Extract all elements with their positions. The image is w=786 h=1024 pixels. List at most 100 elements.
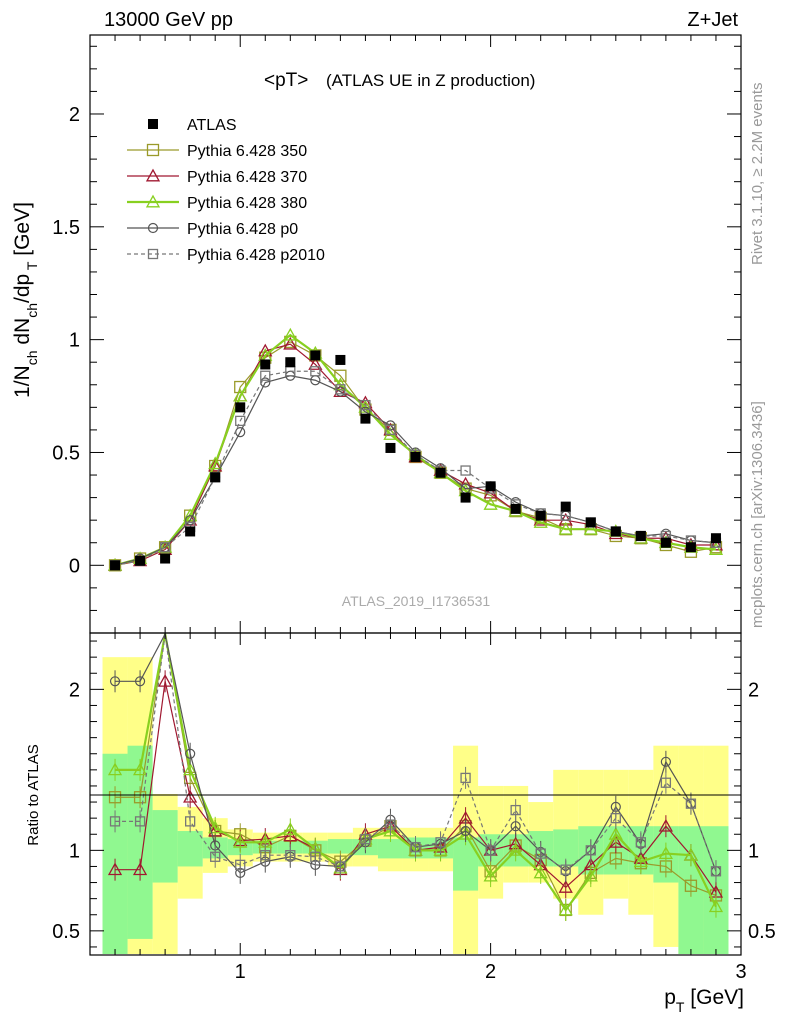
legend-entry-ATLAS: ATLAS (148, 117, 237, 134)
ratio-point-p2010 (260, 850, 271, 861)
series-p2010 (109, 366, 722, 571)
main-y-tick-label: 1.5 (52, 217, 80, 239)
point-ATLAS (285, 357, 296, 368)
ratio-point-p350 (684, 879, 698, 892)
side-text-bottom: mcplots.cern.ch [arXiv:1306.3436] (749, 401, 766, 628)
point-ATLAS (260, 359, 271, 370)
main-series (107, 327, 724, 572)
legend-marker-ATLAS (148, 119, 158, 129)
ratio-point-p2010 (210, 851, 221, 862)
ratio-y-tick-label-right: 0.5 (748, 921, 776, 943)
ratio-point-p380 (132, 762, 148, 776)
ratio-point-p2010 (635, 837, 646, 848)
ratio-point-p2010 (335, 861, 346, 872)
legend-label-p350: Pythia 6.428 350 (187, 143, 307, 160)
ratio-point-p370 (158, 673, 173, 687)
ratio-point-p380 (233, 834, 248, 848)
point-ATLAS (535, 510, 546, 521)
ratio-point-p380 (708, 899, 724, 913)
point-p2010 (335, 384, 346, 395)
ratio-y-tick-label: 1 (69, 840, 80, 862)
point-p2010 (460, 465, 471, 476)
legend-marker-p2010 (147, 248, 159, 260)
ratio-point-p2010 (435, 837, 446, 848)
point-ATLAS (385, 442, 396, 453)
ratio-point-p2010 (710, 866, 722, 877)
point-ATLAS (485, 481, 496, 492)
ratio-point-p2010 (560, 864, 571, 875)
ratio-point-p2010 (610, 813, 621, 824)
point-p380 (483, 497, 498, 510)
ratio-point-p380 (383, 823, 398, 837)
point-p370 (283, 336, 298, 350)
x-tick-label: 1 (235, 961, 246, 983)
axis-ticks: 0 0.5 1 1.5 2 0.5 0.5 1 1 2 2 1 2 3 (52, 35, 776, 983)
point-ATLAS (660, 537, 671, 548)
ratio-point-p0 (460, 825, 471, 837)
legend: ATLAS Pythia 6.428 350 Pythia 6.428 370 Pyt… (127, 117, 325, 264)
main-y-tick-label: 1 (69, 330, 80, 352)
point-ATLAS (210, 472, 221, 483)
ratio-band-inner (327, 839, 353, 854)
point-p380 (583, 521, 598, 535)
ratio-point-p0 (134, 676, 146, 687)
series-line-p2010 (114, 370, 717, 566)
legend-entry-p0: Pythia 6.428 p0 (127, 221, 298, 238)
ratio-point-p0 (510, 821, 521, 832)
ratio-band-inner (152, 810, 178, 883)
ratio-band-inner (102, 753, 128, 954)
point-p380 (208, 456, 223, 470)
point-p2010 (260, 370, 271, 381)
side-text-top: Rivet 3.1.10, ≥ 2.2M events (749, 83, 766, 266)
ratio-y-axis-label: Ratio to ATLAS (25, 744, 42, 845)
point-ATLAS (435, 467, 446, 478)
point-p0 (185, 515, 196, 526)
legend-marker-p350 (146, 143, 160, 157)
point-ATLAS (710, 533, 721, 544)
ratio-point-p380 (533, 865, 548, 879)
ratio-y-tick-label: 2 (69, 679, 80, 701)
point-p2010 (235, 415, 246, 427)
point-ATLAS (135, 555, 146, 566)
point-ATLAS (160, 553, 171, 564)
plot-title-main: <pT> (264, 70, 308, 91)
ratio-point-p380 (508, 843, 523, 856)
ratio-point-p0 (185, 748, 196, 759)
ratio-point-p0 (109, 676, 121, 687)
point-ATLAS (685, 542, 696, 553)
point-p370 (208, 458, 223, 472)
ratio-point-p2010 (410, 841, 421, 853)
legend-entry-p2010: Pythia 6.428 p2010 (127, 247, 325, 264)
ratio-series-p2010 (109, 633, 722, 883)
ratio-point-p370 (283, 828, 298, 842)
point-p380 (558, 521, 573, 535)
analysis-label: ATLAS_2019_I1736531 (342, 593, 491, 609)
main-y-tick-label: 0 (69, 555, 80, 577)
ratio-point-p2010 (485, 845, 496, 856)
point-ATLAS (510, 503, 521, 514)
ratio-point-p380 (658, 846, 673, 860)
point-ATLAS (185, 526, 196, 537)
point-p0 (260, 377, 271, 388)
point-p380 (708, 542, 724, 555)
point-p380 (283, 327, 298, 341)
point-p370 (308, 357, 323, 370)
x-axis-label: pT [GeV] (664, 986, 744, 1015)
point-ATLAS (235, 402, 246, 413)
ratio-point-p380 (483, 868, 498, 882)
ratio-point-p2010 (385, 819, 396, 830)
ratio-point-p2010 (185, 816, 196, 827)
point-ATLAS (110, 560, 121, 571)
ratio-point-p370 (608, 834, 623, 848)
ratio-point-p380 (183, 762, 198, 776)
ratio-point-p350 (108, 791, 122, 804)
main-y-tick-label: 0.5 (52, 442, 80, 464)
ratio-point-p2010 (235, 859, 246, 870)
point-p370 (708, 537, 724, 551)
point-p350 (334, 369, 347, 382)
point-p380 (233, 388, 248, 402)
ratio-point-p2010 (510, 804, 521, 816)
series-p0 (109, 370, 722, 571)
legend-label-ATLAS: ATLAS (187, 117, 237, 134)
ratio-y-tick-label-right: 1 (748, 840, 759, 862)
